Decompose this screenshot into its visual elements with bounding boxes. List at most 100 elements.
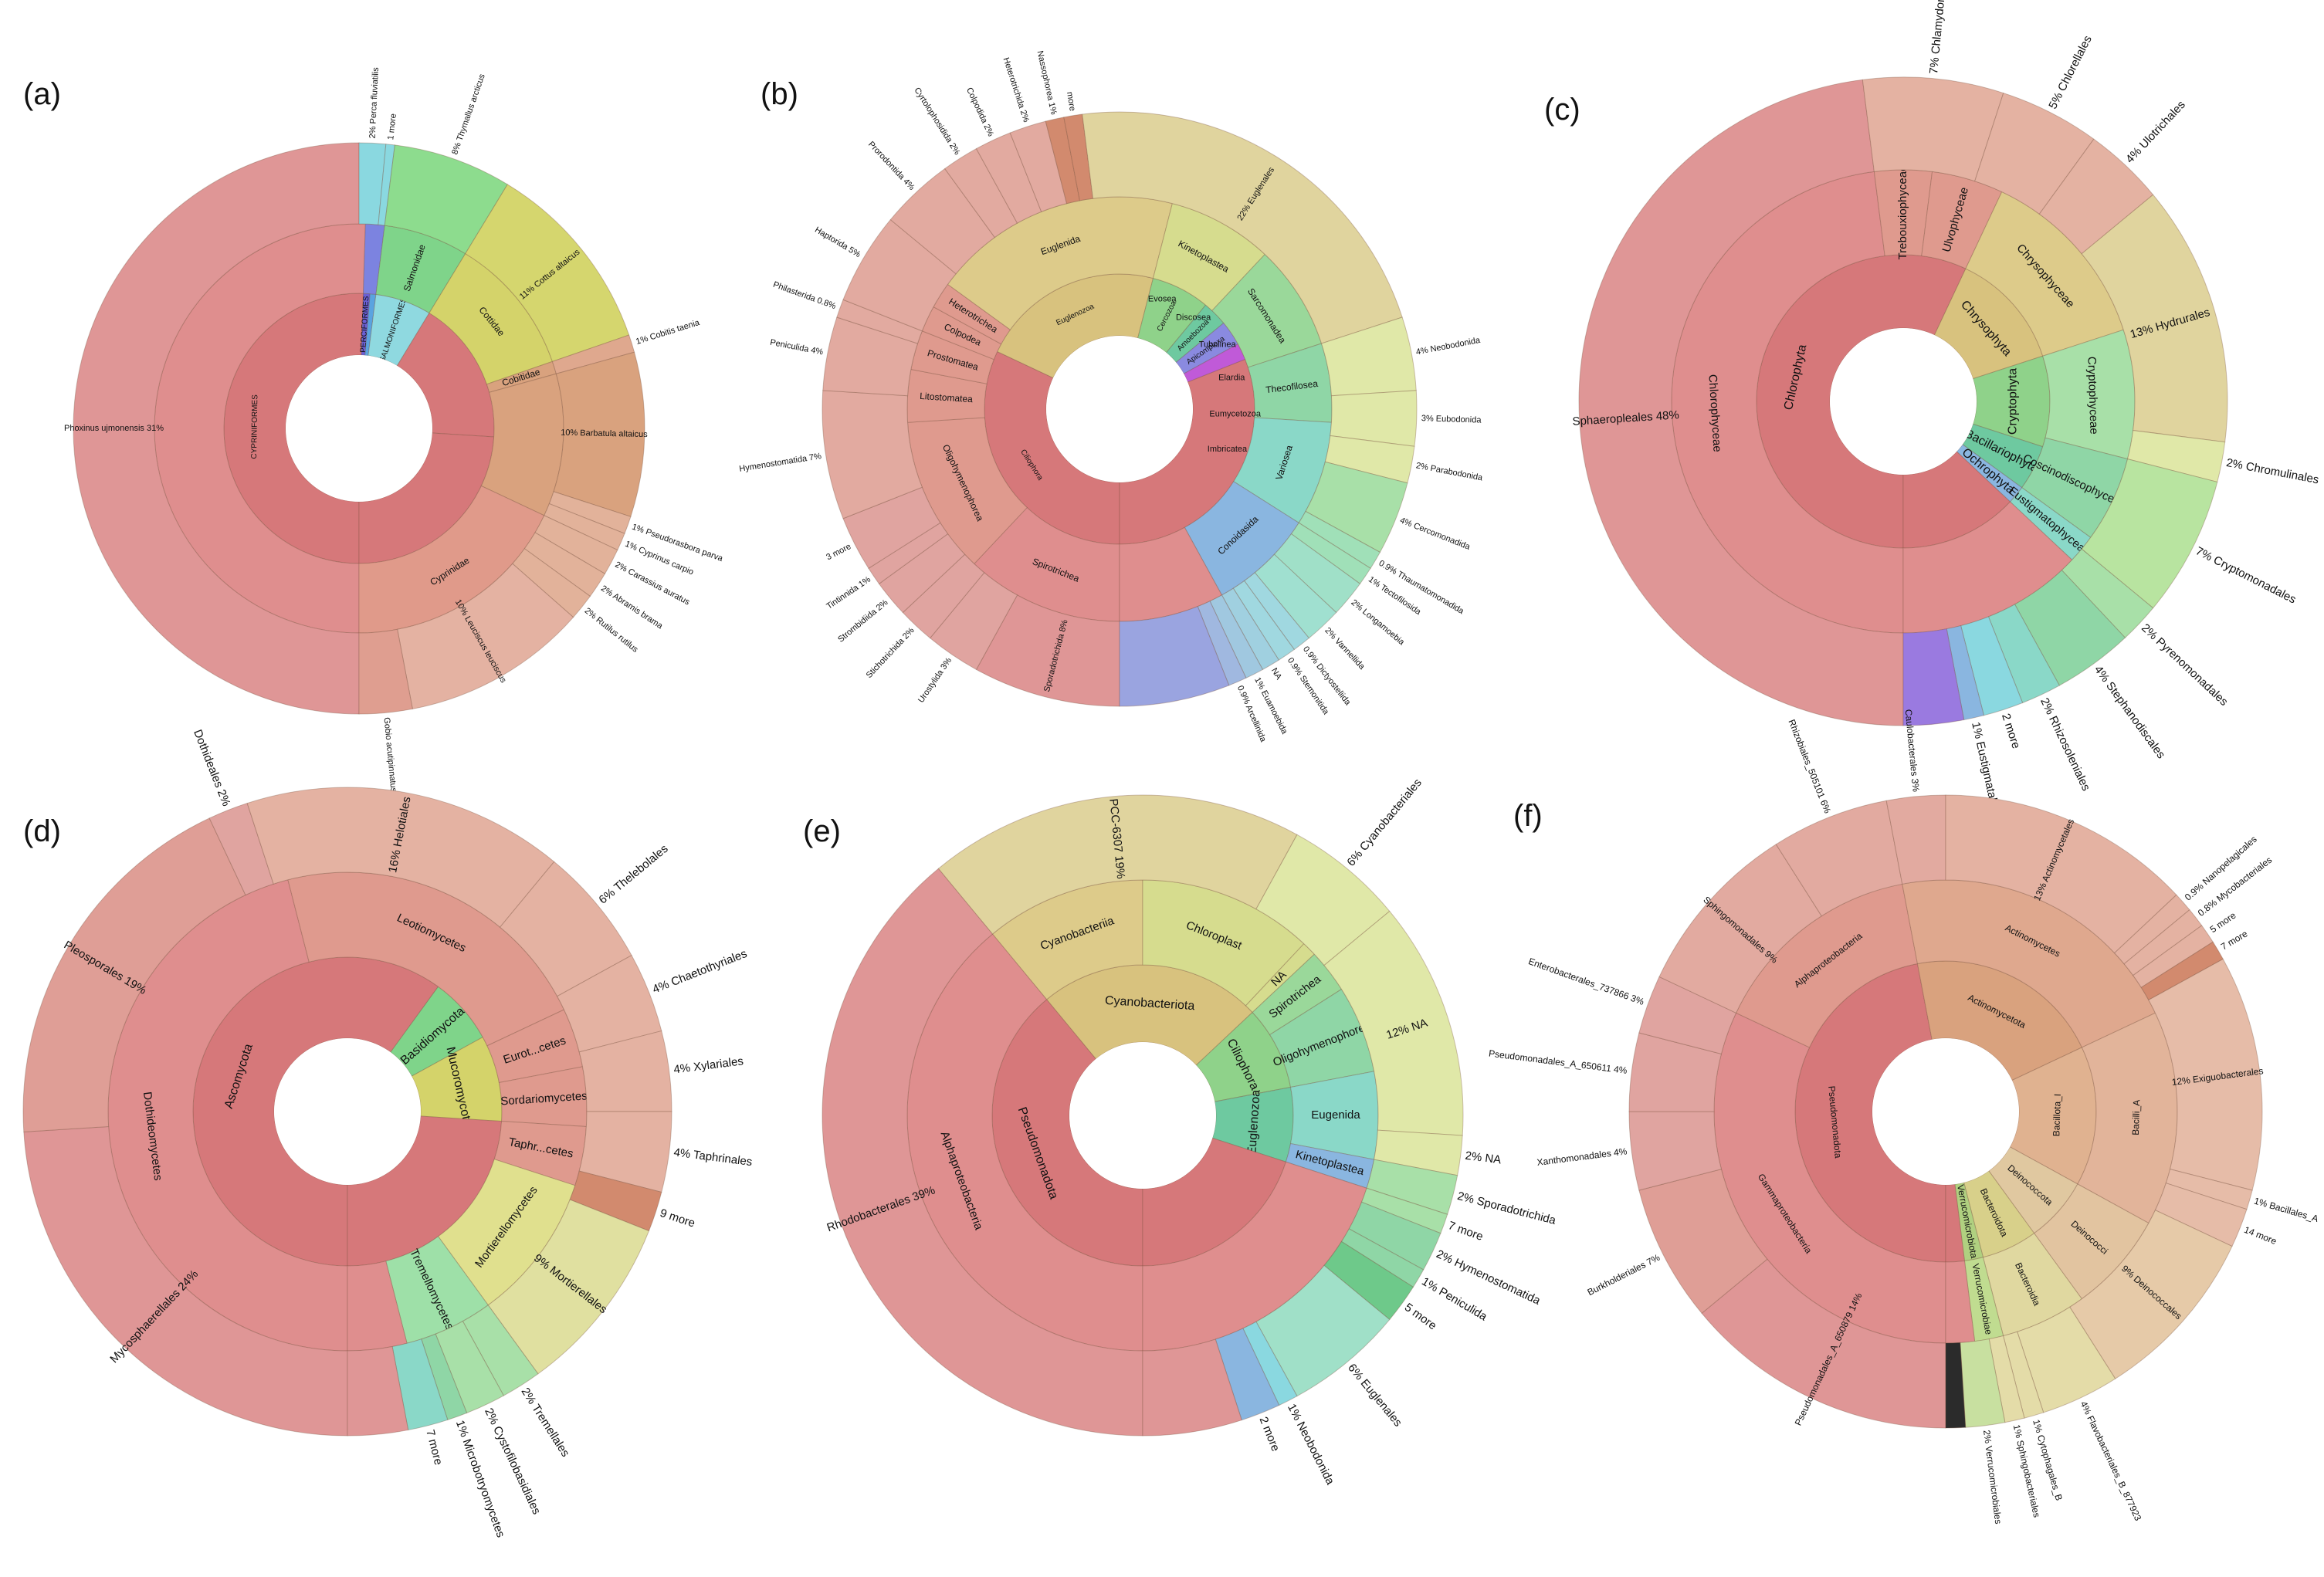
sunburst-segment[interactable]	[358, 628, 413, 715]
sunburst-segment[interactable]	[2154, 1183, 2248, 1247]
sunburst-segment[interactable]	[1152, 203, 1265, 312]
sunburst-segment[interactable]	[1045, 117, 1081, 205]
sunburst-segment[interactable]	[1360, 1187, 1448, 1234]
sunburst-segment[interactable]	[1982, 1233, 2083, 1337]
sunburst-segment[interactable]	[2133, 925, 2214, 988]
sunburst-segment[interactable]	[1142, 1161, 1367, 1352]
sunburst-segment[interactable]	[1960, 616, 2024, 716]
sunburst-segment[interactable]	[2123, 909, 2203, 976]
sunburst-segment[interactable]	[974, 506, 1120, 622]
sunburst-segment[interactable]	[362, 223, 385, 295]
sunburst-segment[interactable]	[499, 861, 632, 997]
sunburst-segment[interactable]	[1921, 171, 2003, 269]
sunburst-segment[interactable]	[1245, 942, 1316, 1014]
sunburst-segment[interactable]	[1063, 113, 1094, 201]
sunburst-segment[interactable]	[1945, 1342, 1967, 1429]
sunburst-segment[interactable]	[1902, 879, 2156, 1048]
sunburst-segment[interactable]	[2069, 1210, 2233, 1379]
sunburst-segment[interactable]	[2126, 430, 2226, 483]
sunburst-segment[interactable]	[1305, 461, 1408, 553]
sunburst-segment[interactable]	[1142, 1338, 1242, 1437]
sunburst-segment[interactable]	[1945, 1260, 1976, 1344]
sunburst-segment[interactable]	[480, 373, 564, 516]
sunburst-segment[interactable]	[1255, 834, 1391, 966]
sunburst-segment[interactable]	[1671, 171, 1904, 634]
sunburst-segment[interactable]	[1119, 358, 1255, 545]
sunburst-segment[interactable]	[822, 390, 923, 519]
sunburst-segment[interactable]	[1233, 417, 1332, 524]
sunburst-segment[interactable]	[2009, 486, 2092, 561]
sunburst-segment[interactable]	[944, 147, 1018, 239]
sunburst-segment[interactable]	[2081, 194, 2228, 443]
sunburst-segment[interactable]	[1638, 976, 1737, 1054]
sunburst-segment[interactable]	[534, 515, 618, 575]
sunburst-segment[interactable]	[2148, 958, 2263, 1191]
sunburst-segment[interactable]	[2021, 437, 2129, 539]
sunburst-segment[interactable]	[347, 1261, 408, 1352]
sunburst-segment[interactable]	[1184, 481, 1299, 596]
sunburst-segment[interactable]	[1119, 606, 1230, 707]
sunburst-segment[interactable]	[1273, 533, 1361, 614]
sunburst-segment[interactable]	[1209, 594, 1264, 679]
sunburst-segment[interactable]	[1232, 580, 1295, 661]
sunburst-segment[interactable]	[2003, 1331, 2045, 1419]
sunburst-segment[interactable]	[1215, 1328, 1280, 1421]
sunburst-segment[interactable]	[287, 871, 565, 1047]
sunburst-segment[interactable]	[358, 485, 545, 634]
sunburst-segment[interactable]	[2061, 548, 2154, 638]
sunburst-segment[interactable]	[1221, 587, 1279, 671]
sunburst-segment[interactable]	[2081, 458, 2218, 609]
sunburst-segment[interactable]	[1323, 1240, 1414, 1321]
sunburst-segment[interactable]	[486, 360, 557, 393]
sunburst-segment[interactable]	[1960, 1338, 2006, 1428]
sunburst-segment[interactable]	[1290, 522, 1371, 584]
sunburst-segment[interactable]	[107, 879, 348, 1352]
sunburst-segment[interactable]	[397, 563, 574, 710]
sunburst-segment[interactable]	[487, 1199, 650, 1375]
sunburst-segment[interactable]	[889, 168, 996, 275]
sunburst-segment[interactable]	[523, 532, 606, 597]
sunburst-segment[interactable]	[1701, 1258, 1946, 1429]
sunburst-segment[interactable]	[1242, 1321, 1298, 1406]
sunburst-segment[interactable]	[1255, 1264, 1391, 1397]
sunburst-segment[interactable]	[822, 868, 1143, 1437]
sunburst-segment[interactable]	[1323, 910, 1464, 1136]
sunburst-segment[interactable]	[910, 330, 994, 384]
sunburst-segment[interactable]	[1945, 794, 2177, 954]
sunburst-segment[interactable]	[929, 572, 1018, 671]
sunburst-segment[interactable]	[842, 218, 957, 332]
sunburst-segment[interactable]	[1658, 844, 1822, 1014]
sunburst-segment[interactable]	[1775, 800, 1903, 917]
sunburst-segment[interactable]	[578, 1111, 672, 1193]
sunburst-segment[interactable]	[1946, 624, 1985, 721]
sunburst-segment[interactable]	[947, 196, 1173, 330]
sunburst-segment[interactable]	[544, 503, 625, 551]
sunburst-segment[interactable]	[435, 1320, 505, 1414]
sunburst-segment[interactable]	[347, 1345, 409, 1437]
sunburst-segment[interactable]	[1638, 1169, 1768, 1315]
sunburst-segment[interactable]	[1254, 553, 1337, 639]
sunburst-segment[interactable]	[842, 486, 941, 569]
sunburst-segment[interactable]	[384, 144, 509, 255]
sunburst-segment[interactable]	[2113, 894, 2190, 965]
sunburst-segment[interactable]	[378, 144, 395, 226]
sunburst-segment[interactable]	[921, 306, 1002, 360]
sunburst-segment[interactable]	[2017, 1306, 2116, 1413]
sunburst-segment[interactable]	[1578, 79, 1904, 726]
sunburst-segment[interactable]	[1298, 510, 1381, 569]
sunburst-segment[interactable]	[836, 299, 923, 344]
sunburst-segment[interactable]	[975, 132, 1042, 224]
sunburst-segment[interactable]	[2140, 941, 2224, 1001]
sunburst-segment[interactable]	[1902, 501, 2073, 634]
sunburst-segment[interactable]	[1243, 572, 1310, 651]
sunburst-segment[interactable]	[868, 522, 949, 584]
sunburst-segment[interactable]	[23, 1125, 348, 1437]
sunburst-segment[interactable]	[1374, 1129, 1463, 1176]
sunburst-segment[interactable]	[486, 1009, 584, 1084]
sunburst-segment[interactable]	[1211, 253, 1323, 368]
sunburst-segment[interactable]	[465, 184, 630, 363]
sunburst-segment[interactable]	[1366, 1159, 1458, 1215]
sunburst-segment[interactable]	[1252, 953, 1343, 1036]
sunburst-segment[interactable]	[937, 794, 1298, 935]
sunburst-segment[interactable]	[154, 223, 366, 634]
